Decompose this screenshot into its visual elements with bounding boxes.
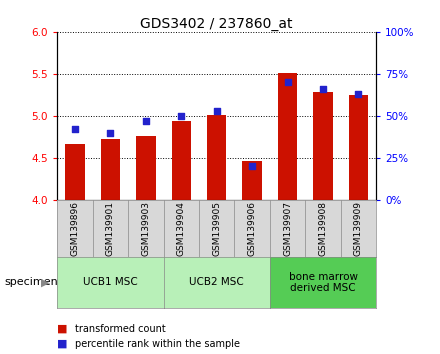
- Bar: [349, 95, 368, 200]
- Text: GSM139907: GSM139907: [283, 201, 292, 256]
- Bar: [136, 136, 156, 200]
- Text: GSM139908: GSM139908: [319, 201, 327, 256]
- Text: ■: ■: [57, 324, 68, 333]
- Text: transformed count: transformed count: [75, 324, 165, 333]
- Point: [178, 113, 185, 119]
- Bar: [172, 121, 191, 200]
- Bar: [65, 144, 84, 200]
- Point: [319, 86, 326, 92]
- Bar: [101, 139, 120, 200]
- Text: bone marrow
derived MSC: bone marrow derived MSC: [289, 272, 358, 293]
- Text: UCB2 MSC: UCB2 MSC: [189, 277, 244, 287]
- Point: [142, 118, 149, 124]
- Point: [284, 80, 291, 85]
- Text: GSM139901: GSM139901: [106, 201, 115, 256]
- Bar: [313, 92, 333, 200]
- Point: [249, 164, 256, 169]
- Bar: [207, 115, 227, 200]
- Point: [71, 127, 78, 132]
- Text: GSM139909: GSM139909: [354, 201, 363, 256]
- Text: GSM139904: GSM139904: [177, 201, 186, 256]
- Text: percentile rank within the sample: percentile rank within the sample: [75, 339, 240, 349]
- Text: GSM139905: GSM139905: [212, 201, 221, 256]
- Text: GSM139903: GSM139903: [141, 201, 150, 256]
- Bar: [278, 73, 297, 200]
- Point: [107, 130, 114, 136]
- Point: [213, 108, 220, 114]
- Point: [355, 91, 362, 97]
- Text: UCB1 MSC: UCB1 MSC: [83, 277, 138, 287]
- Text: specimen: specimen: [4, 277, 58, 287]
- Title: GDS3402 / 237860_at: GDS3402 / 237860_at: [140, 17, 293, 31]
- Text: GSM139906: GSM139906: [248, 201, 257, 256]
- Text: GSM139896: GSM139896: [70, 201, 80, 256]
- Text: ■: ■: [57, 339, 68, 349]
- Text: ▶: ▶: [40, 277, 49, 287]
- Bar: [242, 161, 262, 200]
